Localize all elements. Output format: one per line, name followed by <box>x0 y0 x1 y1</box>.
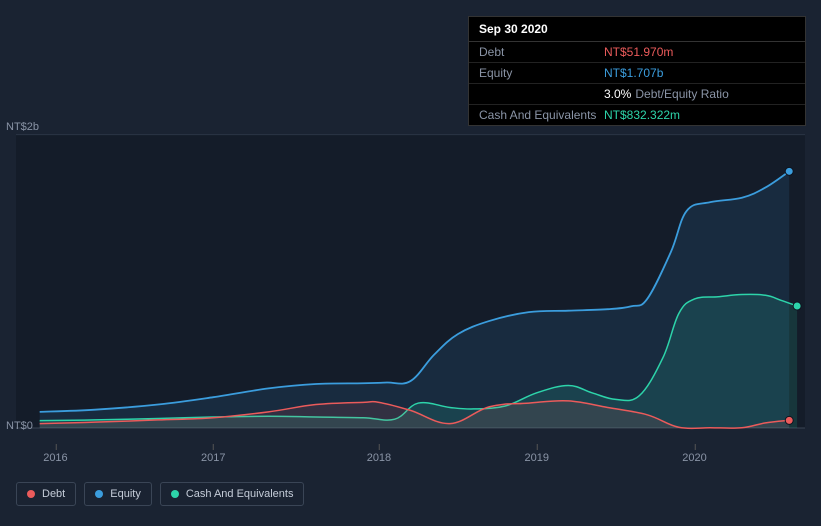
x-axis-label: 2016 <box>43 452 67 464</box>
x-tick-mark <box>55 444 56 450</box>
tooltip-row: DebtNT$51.970m <box>469 42 805 63</box>
x-axis-label: 2019 <box>524 452 548 464</box>
legend-dot-icon <box>171 490 179 498</box>
tooltip-row-suffix: Debt/Equity Ratio <box>635 87 728 101</box>
x-axis-label: 2018 <box>367 452 391 464</box>
tooltip-row: 3.0%Debt/Equity Ratio <box>469 84 805 105</box>
legend-dot-icon <box>95 490 103 498</box>
tooltip-row-value: NT$832.322m <box>604 108 680 122</box>
tooltip-row-label: Cash And Equivalents <box>479 108 604 122</box>
tooltip-row-value: NT$1.707b <box>604 66 663 80</box>
financial-chart: NT$0NT$2b <box>16 120 805 450</box>
x-tick-mark <box>379 444 380 450</box>
equity-end-marker <box>785 167 793 175</box>
legend-label: Debt <box>42 488 65 500</box>
debt-end-marker <box>785 416 793 424</box>
x-tick-mark <box>537 444 538 450</box>
tooltip-row-label: Debt <box>479 45 604 59</box>
tooltip-row-value: 3.0%Debt/Equity Ratio <box>604 87 729 101</box>
tooltip-row-label: Equity <box>479 66 604 80</box>
legend-dot-icon <box>27 490 35 498</box>
tooltip-row: Cash And EquivalentsNT$832.322m <box>469 105 805 125</box>
x-tick-mark <box>695 444 696 450</box>
x-axis-label: 2017 <box>201 452 225 464</box>
tooltip-row-label <box>479 87 604 101</box>
tooltip-row: EquityNT$1.707b <box>469 63 805 84</box>
legend-item-debt[interactable]: Debt <box>16 482 76 506</box>
legend-label: Equity <box>110 488 141 500</box>
y-axis-label: NT$2b <box>6 121 22 133</box>
legend-label: Cash And Equivalents <box>186 488 294 500</box>
y-axis-label: NT$0 <box>6 420 22 432</box>
data-tooltip: Sep 30 2020 DebtNT$51.970mEquityNT$1.707… <box>468 16 806 126</box>
cash-end-marker <box>793 302 801 310</box>
chart-legend: Debt Equity Cash And Equivalents <box>16 482 304 506</box>
x-tick-mark <box>213 444 214 450</box>
tooltip-row-value: NT$51.970m <box>604 45 673 59</box>
legend-item-cash[interactable]: Cash And Equivalents <box>160 482 305 506</box>
x-axis: 2016 2017 2018 2019 2020 <box>16 452 805 468</box>
x-axis-label: 2020 <box>682 452 706 464</box>
tooltip-date: Sep 30 2020 <box>469 17 805 42</box>
legend-item-equity[interactable]: Equity <box>84 482 152 506</box>
